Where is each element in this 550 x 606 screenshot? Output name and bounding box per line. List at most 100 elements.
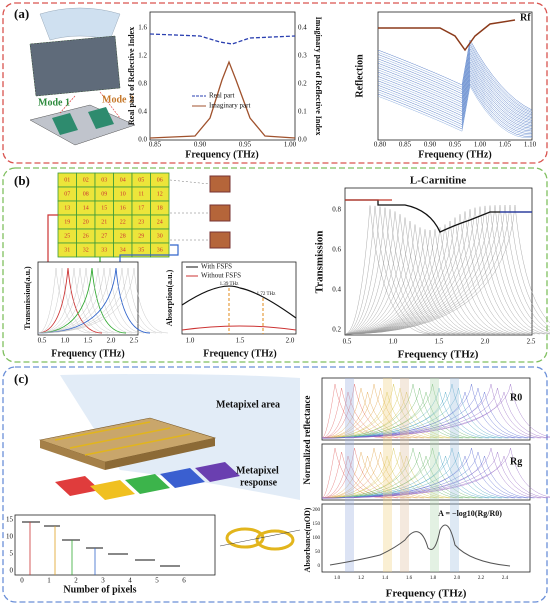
reflection-curve bbox=[377, 81, 533, 136]
carnitine-curve bbox=[344, 205, 436, 335]
carnitine-curve bbox=[344, 224, 476, 335]
pixel-number: 21 bbox=[101, 219, 107, 225]
reflection-curve bbox=[377, 50, 533, 117]
annotation: 1.39 THz bbox=[220, 282, 240, 287]
tick-label: 1.2 bbox=[138, 52, 147, 60]
carnitine-curve bbox=[344, 214, 461, 335]
pixel-number: 06 bbox=[157, 177, 163, 183]
tick-label: 1.2 bbox=[358, 576, 365, 581]
carnitine-curve bbox=[344, 229, 486, 335]
carnitine-curve bbox=[344, 227, 481, 335]
pixel-number: 20 bbox=[83, 219, 89, 225]
plot-frame bbox=[321, 443, 531, 501]
tick-label: 0 bbox=[20, 577, 24, 585]
pixel-number: 27 bbox=[101, 233, 107, 239]
y-axis-label: Absorption(a.u.) bbox=[165, 269, 174, 326]
tick-label: 0.95 bbox=[449, 141, 462, 149]
tick-label: 1.00 bbox=[284, 141, 297, 149]
reflection-curve bbox=[377, 59, 533, 123]
carnitine-curve bbox=[344, 205, 431, 335]
zoom-line bbox=[59, 95, 76, 114]
reflection-curve bbox=[377, 76, 533, 133]
carnitine-curve bbox=[344, 227, 501, 335]
band bbox=[383, 378, 392, 572]
tick-label: 0.85 bbox=[399, 141, 412, 149]
tick-label: 0.1 bbox=[298, 108, 307, 116]
reflectance-curve bbox=[321, 451, 451, 499]
carnitine-curve bbox=[344, 224, 506, 335]
transmission-curve bbox=[37, 267, 103, 334]
reflection-curve bbox=[377, 70, 533, 129]
carnitine-curve bbox=[344, 229, 496, 335]
unit-cell bbox=[29, 104, 136, 146]
reflectance-curve bbox=[321, 451, 529, 499]
tick-label: 0.4 bbox=[332, 286, 341, 294]
carnitine-curve bbox=[344, 207, 536, 335]
reflection-curve bbox=[377, 52, 533, 119]
pixel-number: 31 bbox=[64, 247, 70, 253]
pixel-number: 34 bbox=[120, 247, 126, 253]
pixel-number: 29 bbox=[138, 233, 144, 239]
response-tile bbox=[195, 462, 240, 482]
pixel-number: 33 bbox=[101, 247, 107, 253]
substrate-edge bbox=[219, 529, 301, 547]
tick-label: 15 bbox=[6, 516, 14, 524]
carnitine-curve bbox=[344, 205, 550, 335]
tick-label: 1.0 bbox=[389, 338, 398, 346]
plot-frame bbox=[37, 261, 139, 336]
reflectance-curve bbox=[321, 447, 483, 499]
reflectance-curve bbox=[321, 383, 483, 439]
tick-label: 0.85 bbox=[149, 141, 162, 149]
pixel-zoom bbox=[209, 231, 231, 249]
reflectance-curve bbox=[321, 387, 470, 439]
panel-b-frame bbox=[2, 167, 548, 363]
callout: response bbox=[240, 477, 278, 488]
callout: Metapixel area bbox=[216, 399, 280, 410]
tick-label: 0.95 bbox=[239, 141, 252, 149]
tick-label: 2.2 bbox=[478, 576, 485, 581]
x-axis-label: Frequency (THz) bbox=[386, 588, 467, 600]
pixel-zoom bbox=[209, 175, 231, 193]
tick-label: 0.0 bbox=[298, 136, 307, 144]
reflectance-curve bbox=[321, 447, 542, 499]
y-axis-label: Transmission(a.u.) bbox=[23, 266, 32, 330]
tick-label: 1.5 bbox=[435, 338, 444, 346]
panel-label: (a) bbox=[14, 6, 29, 21]
tick-label: 0.6 bbox=[332, 246, 341, 254]
pixel-cell bbox=[150, 242, 170, 258]
reflectance-curve bbox=[321, 383, 464, 439]
y-axis-label: Transmission bbox=[314, 231, 326, 294]
pixel-number: 32 bbox=[83, 247, 89, 253]
carnitine-curve bbox=[344, 221, 471, 335]
pixel-number: 09 bbox=[101, 191, 107, 197]
series-label: R0 bbox=[510, 392, 522, 403]
reflection-curve bbox=[377, 43, 533, 113]
tick-label: 0.8 bbox=[138, 80, 147, 88]
tick-label: 1 bbox=[47, 577, 51, 585]
pixel-number: 25 bbox=[64, 233, 70, 239]
panel-label: (c) bbox=[14, 371, 28, 386]
reflectance-curve bbox=[321, 383, 503, 439]
tick-label: 0.5 bbox=[343, 338, 352, 346]
transmission-curve bbox=[37, 267, 127, 334]
tick-label: 2.0 bbox=[107, 337, 116, 345]
band bbox=[430, 378, 439, 572]
transmission-curve bbox=[37, 267, 151, 334]
pixel-number: 15 bbox=[101, 205, 107, 211]
tick-label: 150 bbox=[313, 522, 321, 527]
plot-frame bbox=[321, 503, 531, 573]
pixel-row bbox=[54, 421, 151, 441]
tick-label: 1.4 bbox=[382, 576, 389, 581]
tick-label: 1.6 bbox=[406, 576, 413, 581]
tick-label: 2.0 bbox=[286, 337, 295, 345]
reflection-curve bbox=[377, 56, 533, 121]
reflectance-curve bbox=[321, 387, 548, 439]
tick-label: 6 bbox=[182, 577, 186, 585]
carnitine-curves bbox=[344, 204, 550, 335]
response-tile bbox=[55, 476, 100, 496]
reflection-curves bbox=[377, 39, 533, 139]
tick-label: 0.90 bbox=[194, 141, 207, 149]
series-label: Rg bbox=[510, 456, 522, 467]
reflectance-curves bbox=[321, 378, 550, 572]
pixel-number: 26 bbox=[83, 233, 89, 239]
